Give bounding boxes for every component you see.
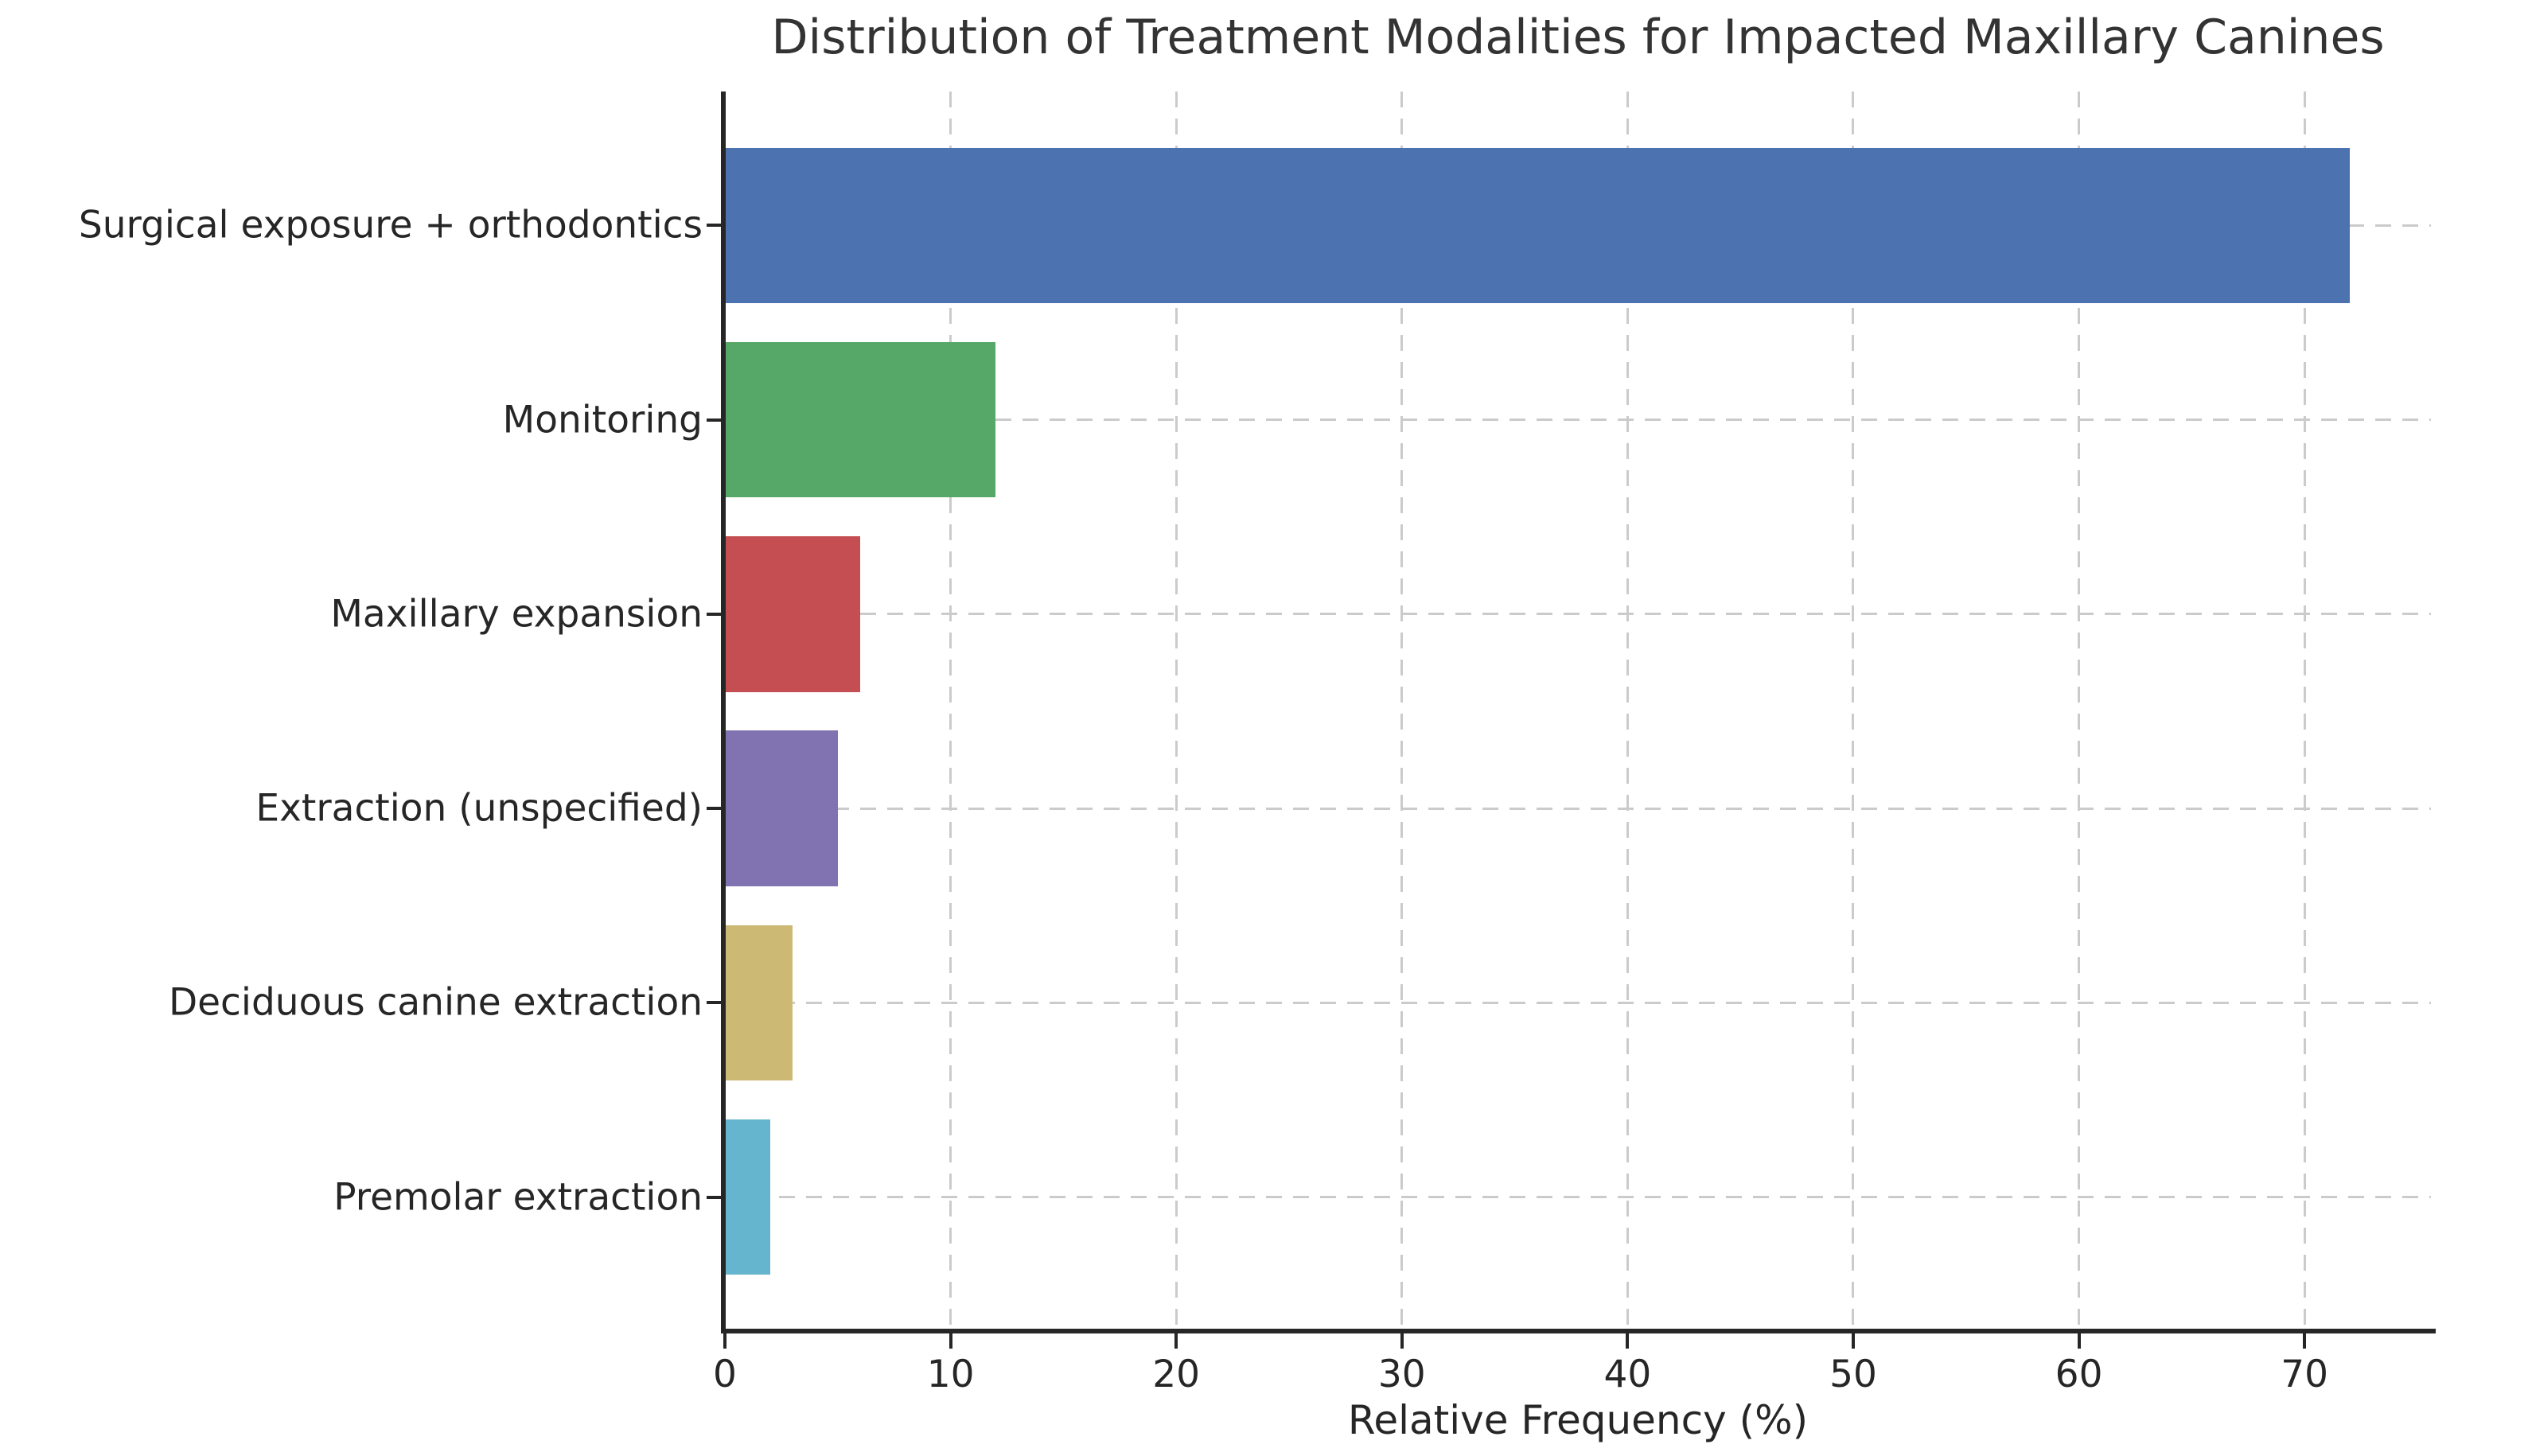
gridline-x-40 [1626, 91, 1629, 1331]
gridline-x-30 [1400, 91, 1404, 1331]
gridline-x-70 [2303, 91, 2306, 1331]
y-tick-mark-2 [707, 612, 723, 616]
category-label-1: Monitoring [502, 398, 703, 442]
x-tick-label-30: 30 [1377, 1353, 1426, 1396]
gridline-row-2 [725, 613, 2431, 616]
y-tick-mark-1 [707, 418, 723, 422]
x-tick-label-50: 50 [1829, 1353, 1877, 1396]
y-tick-mark-3 [707, 807, 723, 811]
x-axis-spine [721, 1329, 2436, 1333]
x-tick-mark-70 [2303, 1331, 2307, 1349]
gridline-row-3 [725, 807, 2431, 810]
category-label-0: Surgical exposure + orthodontics [78, 203, 703, 247]
category-label-3: Extraction (unspecified) [255, 786, 703, 831]
bar-1 [725, 342, 996, 498]
x-tick-mark-40 [1626, 1331, 1630, 1349]
gridline-x-60 [2078, 91, 2081, 1331]
bar-2 [725, 536, 861, 692]
x-tick-label-70: 70 [2281, 1353, 2329, 1396]
x-tick-mark-50 [1851, 1331, 1855, 1349]
x-tick-label-40: 40 [1603, 1353, 1652, 1396]
category-label-2: Maxillary expansion [330, 592, 703, 637]
gridline-row-5 [725, 1196, 2431, 1198]
x-axis-label: Relative Frequency (%) [1347, 1397, 1809, 1443]
category-label-5: Premolar extraction [333, 1175, 703, 1219]
y-tick-mark-5 [707, 1195, 723, 1199]
x-tick-mark-30 [1400, 1331, 1404, 1349]
x-tick-label-0: 0 [713, 1353, 737, 1396]
bar-3 [725, 730, 838, 886]
x-tick-mark-0 [723, 1331, 726, 1349]
y-tick-mark-4 [707, 1001, 723, 1005]
gridline-x-20 [1174, 91, 1178, 1331]
gridline-x-50 [1852, 91, 1855, 1331]
category-label-4: Deciduous canine extraction [168, 980, 703, 1025]
plot-area [725, 91, 2431, 1331]
x-tick-mark-60 [2077, 1331, 2081, 1349]
x-tick-mark-10 [949, 1331, 952, 1349]
x-tick-label-20: 20 [1152, 1353, 1201, 1396]
bar-5 [725, 1119, 770, 1275]
y-axis-spine [721, 91, 726, 1333]
x-tick-label-60: 60 [2055, 1353, 2103, 1396]
bar-4 [725, 925, 793, 1080]
bar-0 [725, 147, 2350, 304]
gridline-row-4 [725, 1001, 2431, 1004]
x-tick-mark-20 [1174, 1331, 1178, 1349]
gridline-x-10 [949, 91, 952, 1331]
chart-title: Distribution of Treatment Modalities for… [771, 10, 2385, 65]
x-tick-label-10: 10 [926, 1353, 975, 1396]
y-tick-mark-0 [707, 224, 723, 228]
gridline-row-1 [725, 419, 2431, 422]
